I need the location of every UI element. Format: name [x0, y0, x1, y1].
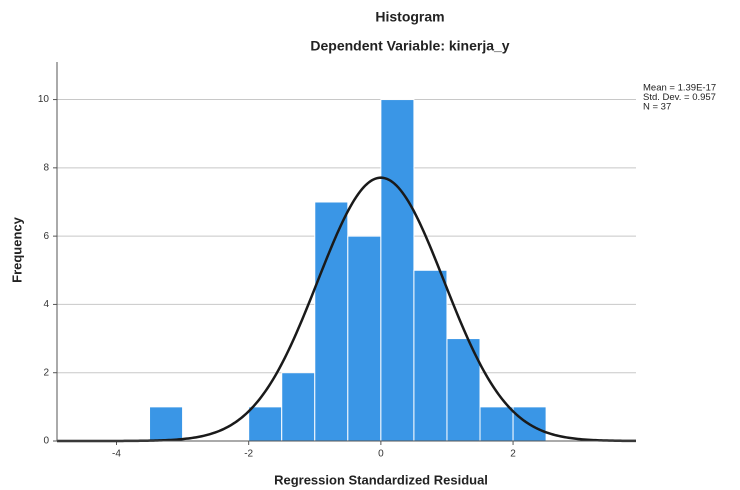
bar: [249, 407, 282, 441]
y-tick-label: 6: [43, 231, 49, 242]
bar: [282, 373, 315, 441]
chart-subtitle: Dependent Variable: kinerja_y: [310, 38, 509, 54]
x-tick-label: 2: [510, 449, 516, 460]
bar: [381, 100, 414, 441]
chart: Histogram Dependent Variable: kinerja_y …: [0, 0, 740, 490]
stats-label: N = 37: [643, 102, 671, 113]
y-tick-label: 4: [43, 299, 49, 310]
x-tick-label: -2: [244, 449, 253, 460]
y-tick-label: 10: [38, 94, 50, 105]
bar: [150, 407, 183, 441]
bar: [348, 236, 381, 441]
x-axis-label: Regression Standardized Residual: [274, 472, 488, 487]
x-tick-label: 0: [378, 449, 384, 460]
bar: [414, 270, 447, 441]
x-tick-label: -4: [112, 449, 121, 460]
chart-title: Histogram: [375, 9, 444, 25]
y-tick-label: 0: [43, 436, 49, 447]
bar: [315, 202, 348, 441]
y-axis-label: Frequency: [9, 216, 24, 283]
bar: [480, 407, 513, 441]
y-tick-label: 8: [43, 162, 49, 173]
y-tick-label: 2: [43, 367, 49, 378]
